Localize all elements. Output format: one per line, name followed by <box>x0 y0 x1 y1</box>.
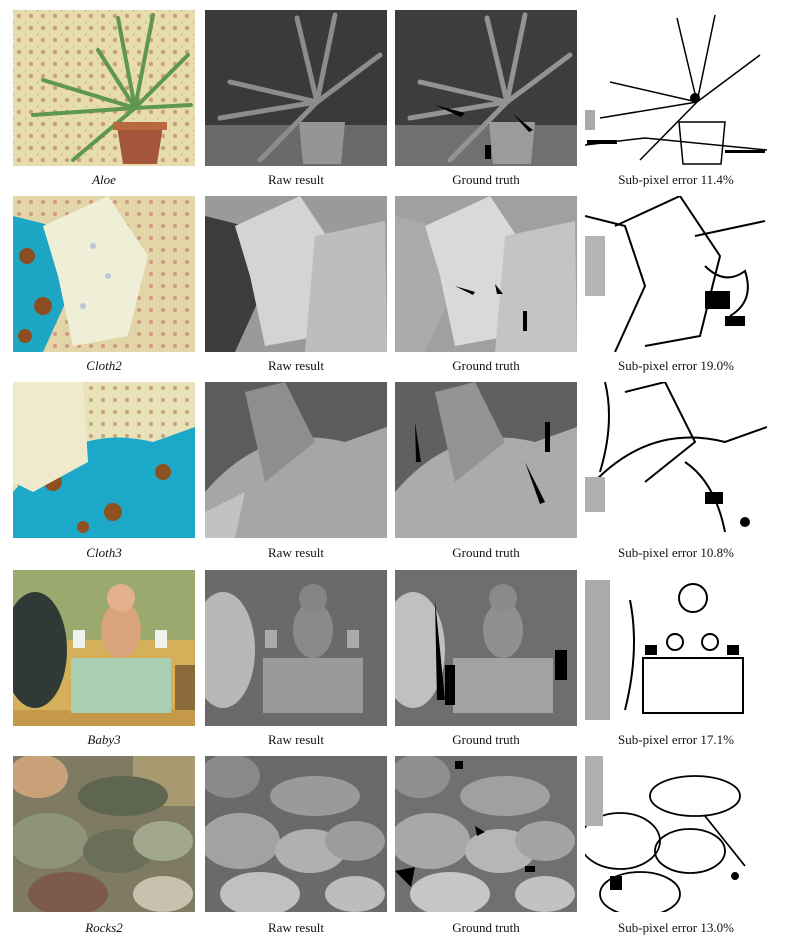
cloth3-raw-result <box>205 382 387 538</box>
aloe-error-map <box>585 10 767 166</box>
error-label: Sub-pixel error 10.8% <box>618 545 734 560</box>
scene-label-cloth3: Cloth3 <box>86 545 122 560</box>
aloe-raw-result <box>205 10 387 166</box>
aloe-ground-truth <box>395 10 577 166</box>
ground-truth-label: Ground truth <box>452 172 520 187</box>
rocks2-raw-result <box>205 756 387 912</box>
baby3-color-image <box>13 570 195 726</box>
scene-label-baby3: Baby3 <box>87 732 121 747</box>
raw-result-label: Raw result <box>268 732 324 747</box>
baby3-error-map <box>585 570 767 726</box>
cloth3-error-map <box>585 382 767 538</box>
scene-label-aloe: Aloe <box>92 172 116 187</box>
rocks2-ground-truth <box>395 756 577 912</box>
scene-label-cloth2: Cloth2 <box>86 358 122 373</box>
ground-truth-label: Ground truth <box>452 358 520 373</box>
raw-result-label: Raw result <box>268 358 324 373</box>
baby3-ground-truth <box>395 570 577 726</box>
cloth2-raw-result <box>205 196 387 352</box>
ground-truth-label: Ground truth <box>452 732 520 747</box>
raw-result-label: Raw result <box>268 172 324 187</box>
cloth2-color-image <box>13 196 195 352</box>
ground-truth-label: Ground truth <box>452 920 520 935</box>
scene-label-rocks2: Rocks2 <box>85 920 123 935</box>
cloth2-error-map <box>585 196 767 352</box>
error-label: Sub-pixel error 17.1% <box>618 732 734 747</box>
cloth2-ground-truth <box>395 196 577 352</box>
cloth3-ground-truth <box>395 382 577 538</box>
raw-result-label: Raw result <box>268 920 324 935</box>
rocks2-color-image <box>13 756 195 912</box>
error-label: Sub-pixel error 13.0% <box>618 920 734 935</box>
rocks2-error-map <box>585 756 767 912</box>
error-label: Sub-pixel error 11.4% <box>618 172 734 187</box>
cloth3-color-image <box>13 382 195 538</box>
aloe-color-image <box>13 10 195 166</box>
ground-truth-label: Ground truth <box>452 545 520 560</box>
baby3-raw-result <box>205 570 387 726</box>
raw-result-label: Raw result <box>268 545 324 560</box>
error-label: Sub-pixel error 19.0% <box>618 358 734 373</box>
